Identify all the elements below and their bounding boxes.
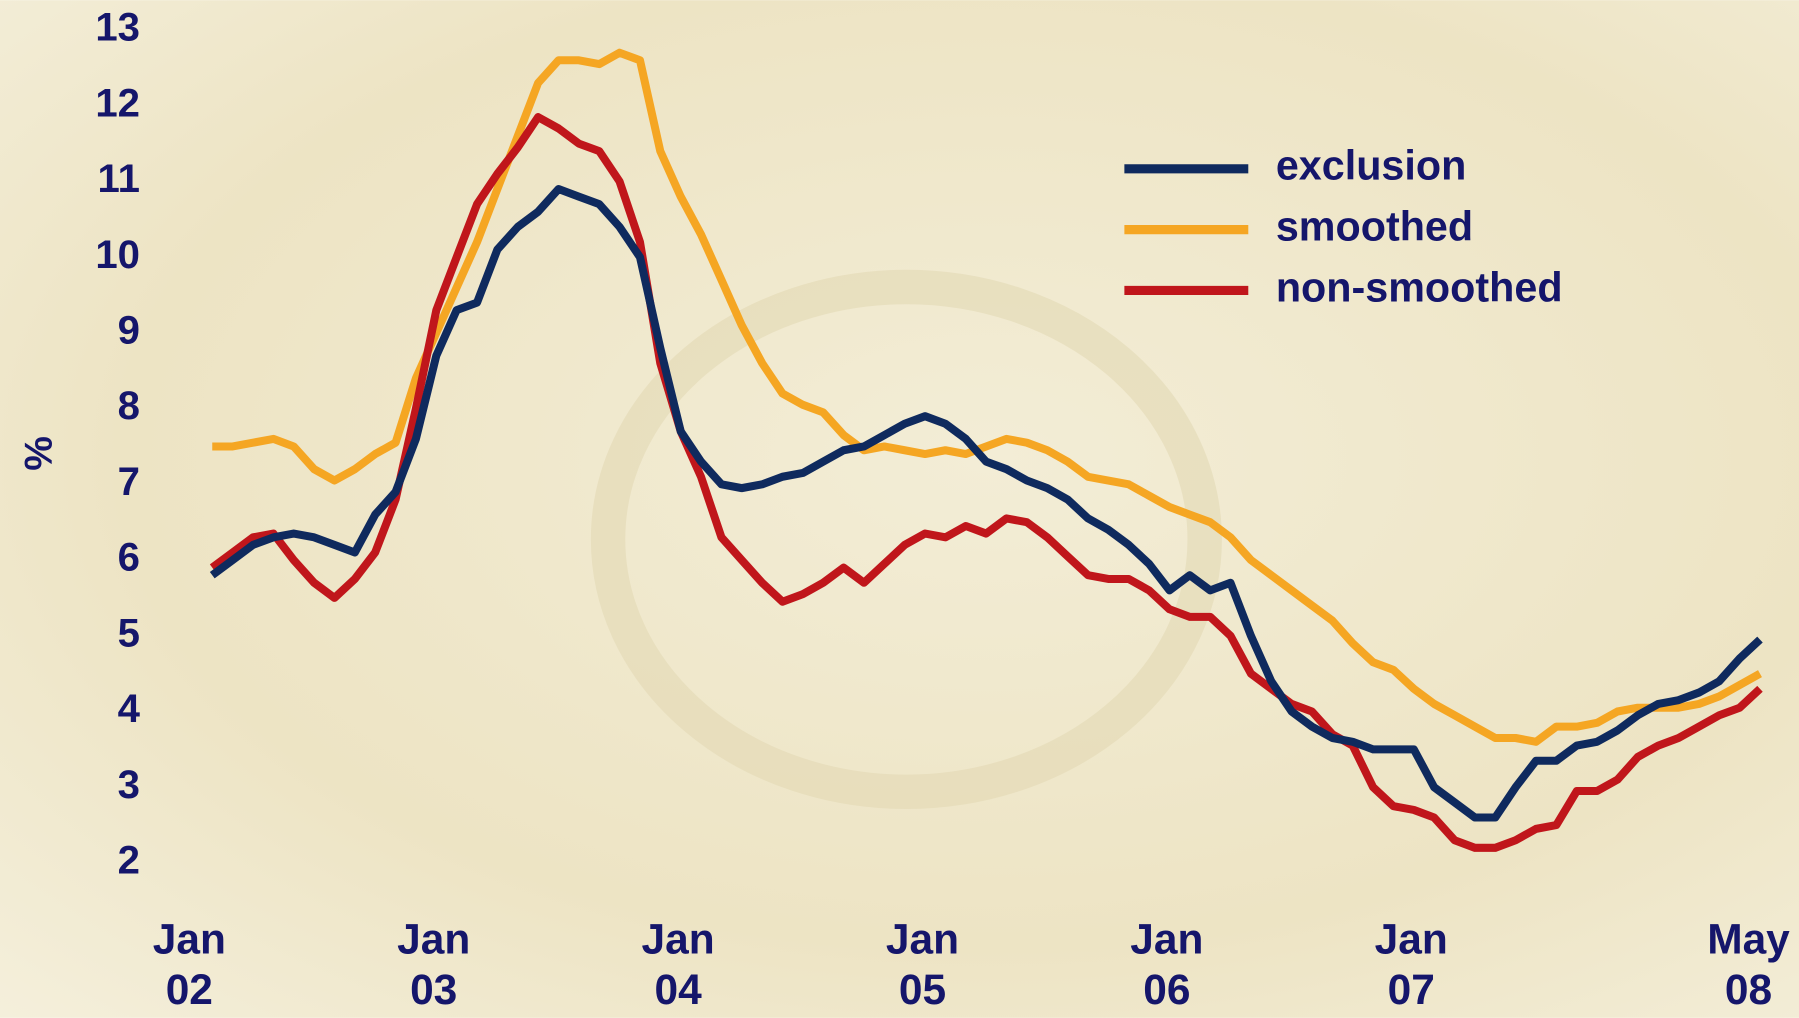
background [0,0,1799,1018]
y-tick-label: 3 [118,762,140,807]
x-tick-label-box: Jan 06 [1115,915,1218,1018]
y-tick-label: 10 [95,232,140,277]
chart: % 2 3 4 5 6 7 8 9 10 11 12 13 Jan 02 Jan 03 Jan 04 Jan … [0,0,1799,1018]
x-tick-label-box: Jan 07 [1360,915,1463,1018]
y-tick-label: 2 [118,838,140,883]
y-tick-label: 5 [118,610,140,655]
x-tick-label: Jan 06 [1115,915,1218,1016]
y-tick-label: 8 [118,383,140,428]
y-tick-label: 12 [95,80,140,125]
x-tick-label-box: Jan 05 [871,915,974,1018]
x-tick-label: May 08 [1697,915,1799,1016]
page: {"chart_data": {"type": "line", "y_label… [0,0,1799,1018]
x-tick-label: Jan 03 [382,915,485,1016]
y-tick-label: 11 [98,156,140,201]
x-tick-label: Jan 04 [626,915,729,1016]
y-tick-label: 4 [118,686,141,731]
y-tick-label: 6 [118,535,140,580]
x-tick-label: Jan 02 [138,915,241,1016]
x-tick-label-box: Jan 04 [626,915,729,1018]
x-tick-label: Jan 05 [871,915,974,1016]
x-tick-label-box: Jan 03 [382,915,485,1018]
x-tick-label-box: Jan 02 [138,915,241,1018]
y-tick-label: 13 [95,5,140,50]
x-tick-label: Jan 07 [1360,915,1463,1016]
y-tick-label: 9 [118,307,140,352]
y-tick-label: 7 [118,459,140,504]
legend-label: non-smoothed [1276,264,1563,310]
legend-label: exclusion [1276,143,1467,189]
y-axis-label: % [18,436,61,471]
x-tick-label-box: May 08 [1697,915,1799,1018]
legend-label: smoothed [1276,204,1473,250]
